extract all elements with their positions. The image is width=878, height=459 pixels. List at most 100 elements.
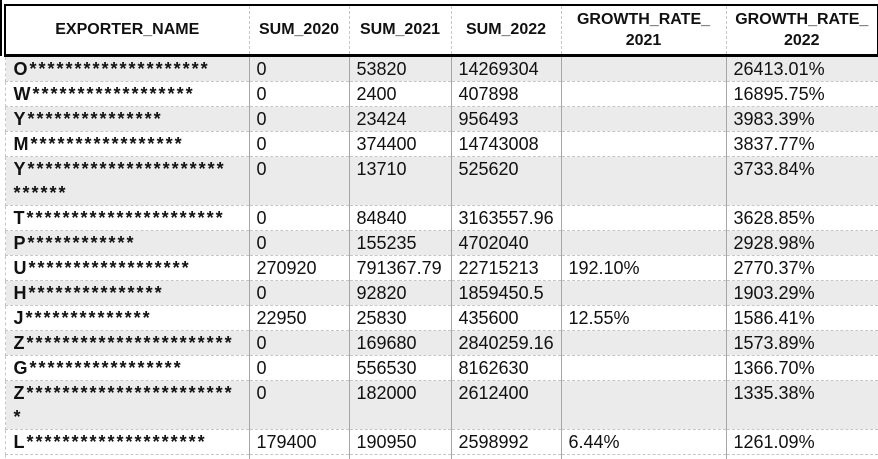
sum-2020-cell[interactable]: 270920 [249,255,350,281]
col-header-growth-rate-2021[interactable]: GROWTH_RATE_ 2021 [561,4,727,57]
growth-rate-2022-cell[interactable]: 3628.85% [726,205,878,231]
exporter-name-cell[interactable]: P************ [4,230,250,256]
empty-cell[interactable] [726,454,878,459]
table-row: U****************** 270920 791367.79 227152… [4,255,878,281]
growth-rate-2022-cell[interactable]: 1261.09% [726,429,878,455]
sum-2020-cell[interactable]: 0 [249,355,350,381]
header-line: 2022 [783,31,820,49]
sum-2020-cell[interactable]: 0 [249,131,350,157]
col-header-sum-2022[interactable]: SUM_2022 [451,4,562,57]
growth-rate-2021-cell[interactable]: 192.10% [561,255,727,281]
growth-rate-2021-cell[interactable] [561,380,727,430]
growth-rate-2022-cell[interactable]: 16895.75% [726,81,878,107]
sum-2021-cell[interactable]: 190950 [349,429,452,455]
growth-rate-2022-cell[interactable]: 3733.84% [726,156,878,206]
sum-2022-cell[interactable]: 3163557.96 [451,205,562,231]
growth-rate-2022-cell[interactable]: 1335.38% [726,380,878,430]
growth-rate-2022-cell[interactable]: 3837.77% [726,131,878,157]
sum-2022-cell[interactable]: 407898 [451,81,562,107]
sum-2020-cell[interactable]: 0 [249,55,350,82]
growth-rate-2022-cell[interactable]: 2928.98% [726,230,878,256]
exporter-name-cell[interactable]: H*************** [4,280,250,306]
sum-2022-cell[interactable]: 956493 [451,106,562,132]
growth-rate-2021-cell[interactable] [561,81,727,107]
sum-2022-cell[interactable]: 4702040 [451,230,562,256]
sum-2022-cell[interactable]: 2840259.16 [451,330,562,356]
sum-2021-cell[interactable]: 13710 [349,156,452,206]
sum-2022-cell[interactable]: 22715213 [451,255,562,281]
exporter-name-cell[interactable]: Z*********************** [4,330,250,356]
growth-rate-2022-cell[interactable]: 2770.37% [726,255,878,281]
exporter-name-cell[interactable]: M***************** [4,131,250,157]
empty-cell[interactable] [451,454,562,459]
sum-2020-cell[interactable]: 0 [249,81,350,107]
growth-rate-2021-cell[interactable]: 6.44% [561,429,727,455]
sum-2020-cell[interactable]: 179400 [249,429,350,455]
growth-rate-2021-cell[interactable] [561,230,727,256]
sum-2021-cell[interactable]: 169680 [349,330,452,356]
sum-2021-cell[interactable]: 23424 [349,106,452,132]
sum-2022-cell[interactable]: 1859450.5 [451,280,562,306]
sum-2021-cell[interactable]: 556530 [349,355,452,381]
sum-2021-cell[interactable]: 92820 [349,280,452,306]
sum-2020-cell[interactable]: 0 [249,156,350,206]
sum-2022-cell[interactable]: 14743008 [451,131,562,157]
exporter-name-cell[interactable]: Y*************** [4,106,250,132]
sum-2020-cell[interactable]: 0 [249,106,350,132]
growth-rate-2021-cell[interactable] [561,131,727,157]
exporter-name-cell[interactable]: Z*********************** * [4,380,250,430]
growth-rate-2022-cell[interactable]: 1573.89% [726,330,878,356]
exporter-name-cell[interactable]: L******************** [4,429,250,455]
col-header-growth-rate-2022[interactable]: GROWTH_RATE_ 2022 [726,4,878,57]
sum-2020-cell[interactable]: 22950 [249,305,350,331]
sum-2020-cell[interactable]: 0 [249,330,350,356]
growth-rate-2022-cell[interactable]: 1903.29% [726,280,878,306]
exporter-name-cell[interactable]: J************** [4,305,250,331]
sum-2021-cell[interactable]: 155235 [349,230,452,256]
col-header-exporter-name[interactable]: EXPORTER_NAME [4,4,250,57]
sum-2021-cell[interactable]: 182000 [349,380,452,430]
growth-rate-2021-cell[interactable] [561,355,727,381]
growth-rate-2021-cell[interactable] [561,156,727,206]
sum-2020-cell[interactable]: 0 [249,380,350,430]
col-header-sum-2021[interactable]: SUM_2021 [349,4,452,57]
exporter-name-cell[interactable]: G***************** [4,355,250,381]
table-row: M***************** 0 374400 14743008 3837.77… [4,131,878,157]
empty-cell[interactable] [349,454,452,459]
growth-rate-2021-cell[interactable] [561,330,727,356]
sum-2021-cell[interactable]: 791367.79 [349,255,452,281]
col-header-sum-2020[interactable]: SUM_2020 [249,4,350,57]
sum-2022-cell[interactable]: 2612400 [451,380,562,430]
growth-rate-2021-cell[interactable] [561,55,727,82]
sum-2022-cell[interactable]: 525620 [451,156,562,206]
sum-2021-cell[interactable]: 25830 [349,305,452,331]
growth-rate-2021-cell[interactable] [561,106,727,132]
growth-rate-2022-cell[interactable]: 3983.39% [726,106,878,132]
exporter-name-cell[interactable]: T********************** [4,205,250,231]
empty-cell[interactable] [249,454,350,459]
growth-rate-2021-cell[interactable]: 12.55% [561,305,727,331]
sum-2020-cell[interactable]: 0 [249,205,350,231]
exporter-name-cell[interactable]: U****************** [4,255,250,281]
exporter-name-cell[interactable]: O******************** [4,55,250,82]
sum-2020-cell[interactable]: 0 [249,230,350,256]
empty-cell[interactable] [4,454,250,459]
sum-2021-cell[interactable]: 53820 [349,55,452,82]
empty-cell[interactable] [561,454,727,459]
sum-2020-cell[interactable]: 0 [249,280,350,306]
sum-2021-cell[interactable]: 2400 [349,81,452,107]
growth-rate-2022-cell[interactable]: 26413.01% [726,55,878,82]
sum-2022-cell[interactable]: 2598992 [451,429,562,455]
growth-rate-2022-cell[interactable]: 1366.70% [726,355,878,381]
growth-rate-2021-cell[interactable] [561,205,727,231]
exporter-name-cell[interactable]: Y********************** ****** [4,156,250,206]
sum-2022-cell[interactable]: 14269304 [451,55,562,82]
growth-rate-2022-cell[interactable]: 1586.41% [726,305,878,331]
table-row: G***************** 0 556530 8162630 1366.70% [4,355,878,381]
sum-2022-cell[interactable]: 8162630 [451,355,562,381]
sum-2021-cell[interactable]: 84840 [349,205,452,231]
growth-rate-2021-cell[interactable] [561,280,727,306]
sum-2021-cell[interactable]: 374400 [349,131,452,157]
exporter-name-cell[interactable]: W****************** [4,81,250,107]
sum-2022-cell[interactable]: 435600 [451,305,562,331]
